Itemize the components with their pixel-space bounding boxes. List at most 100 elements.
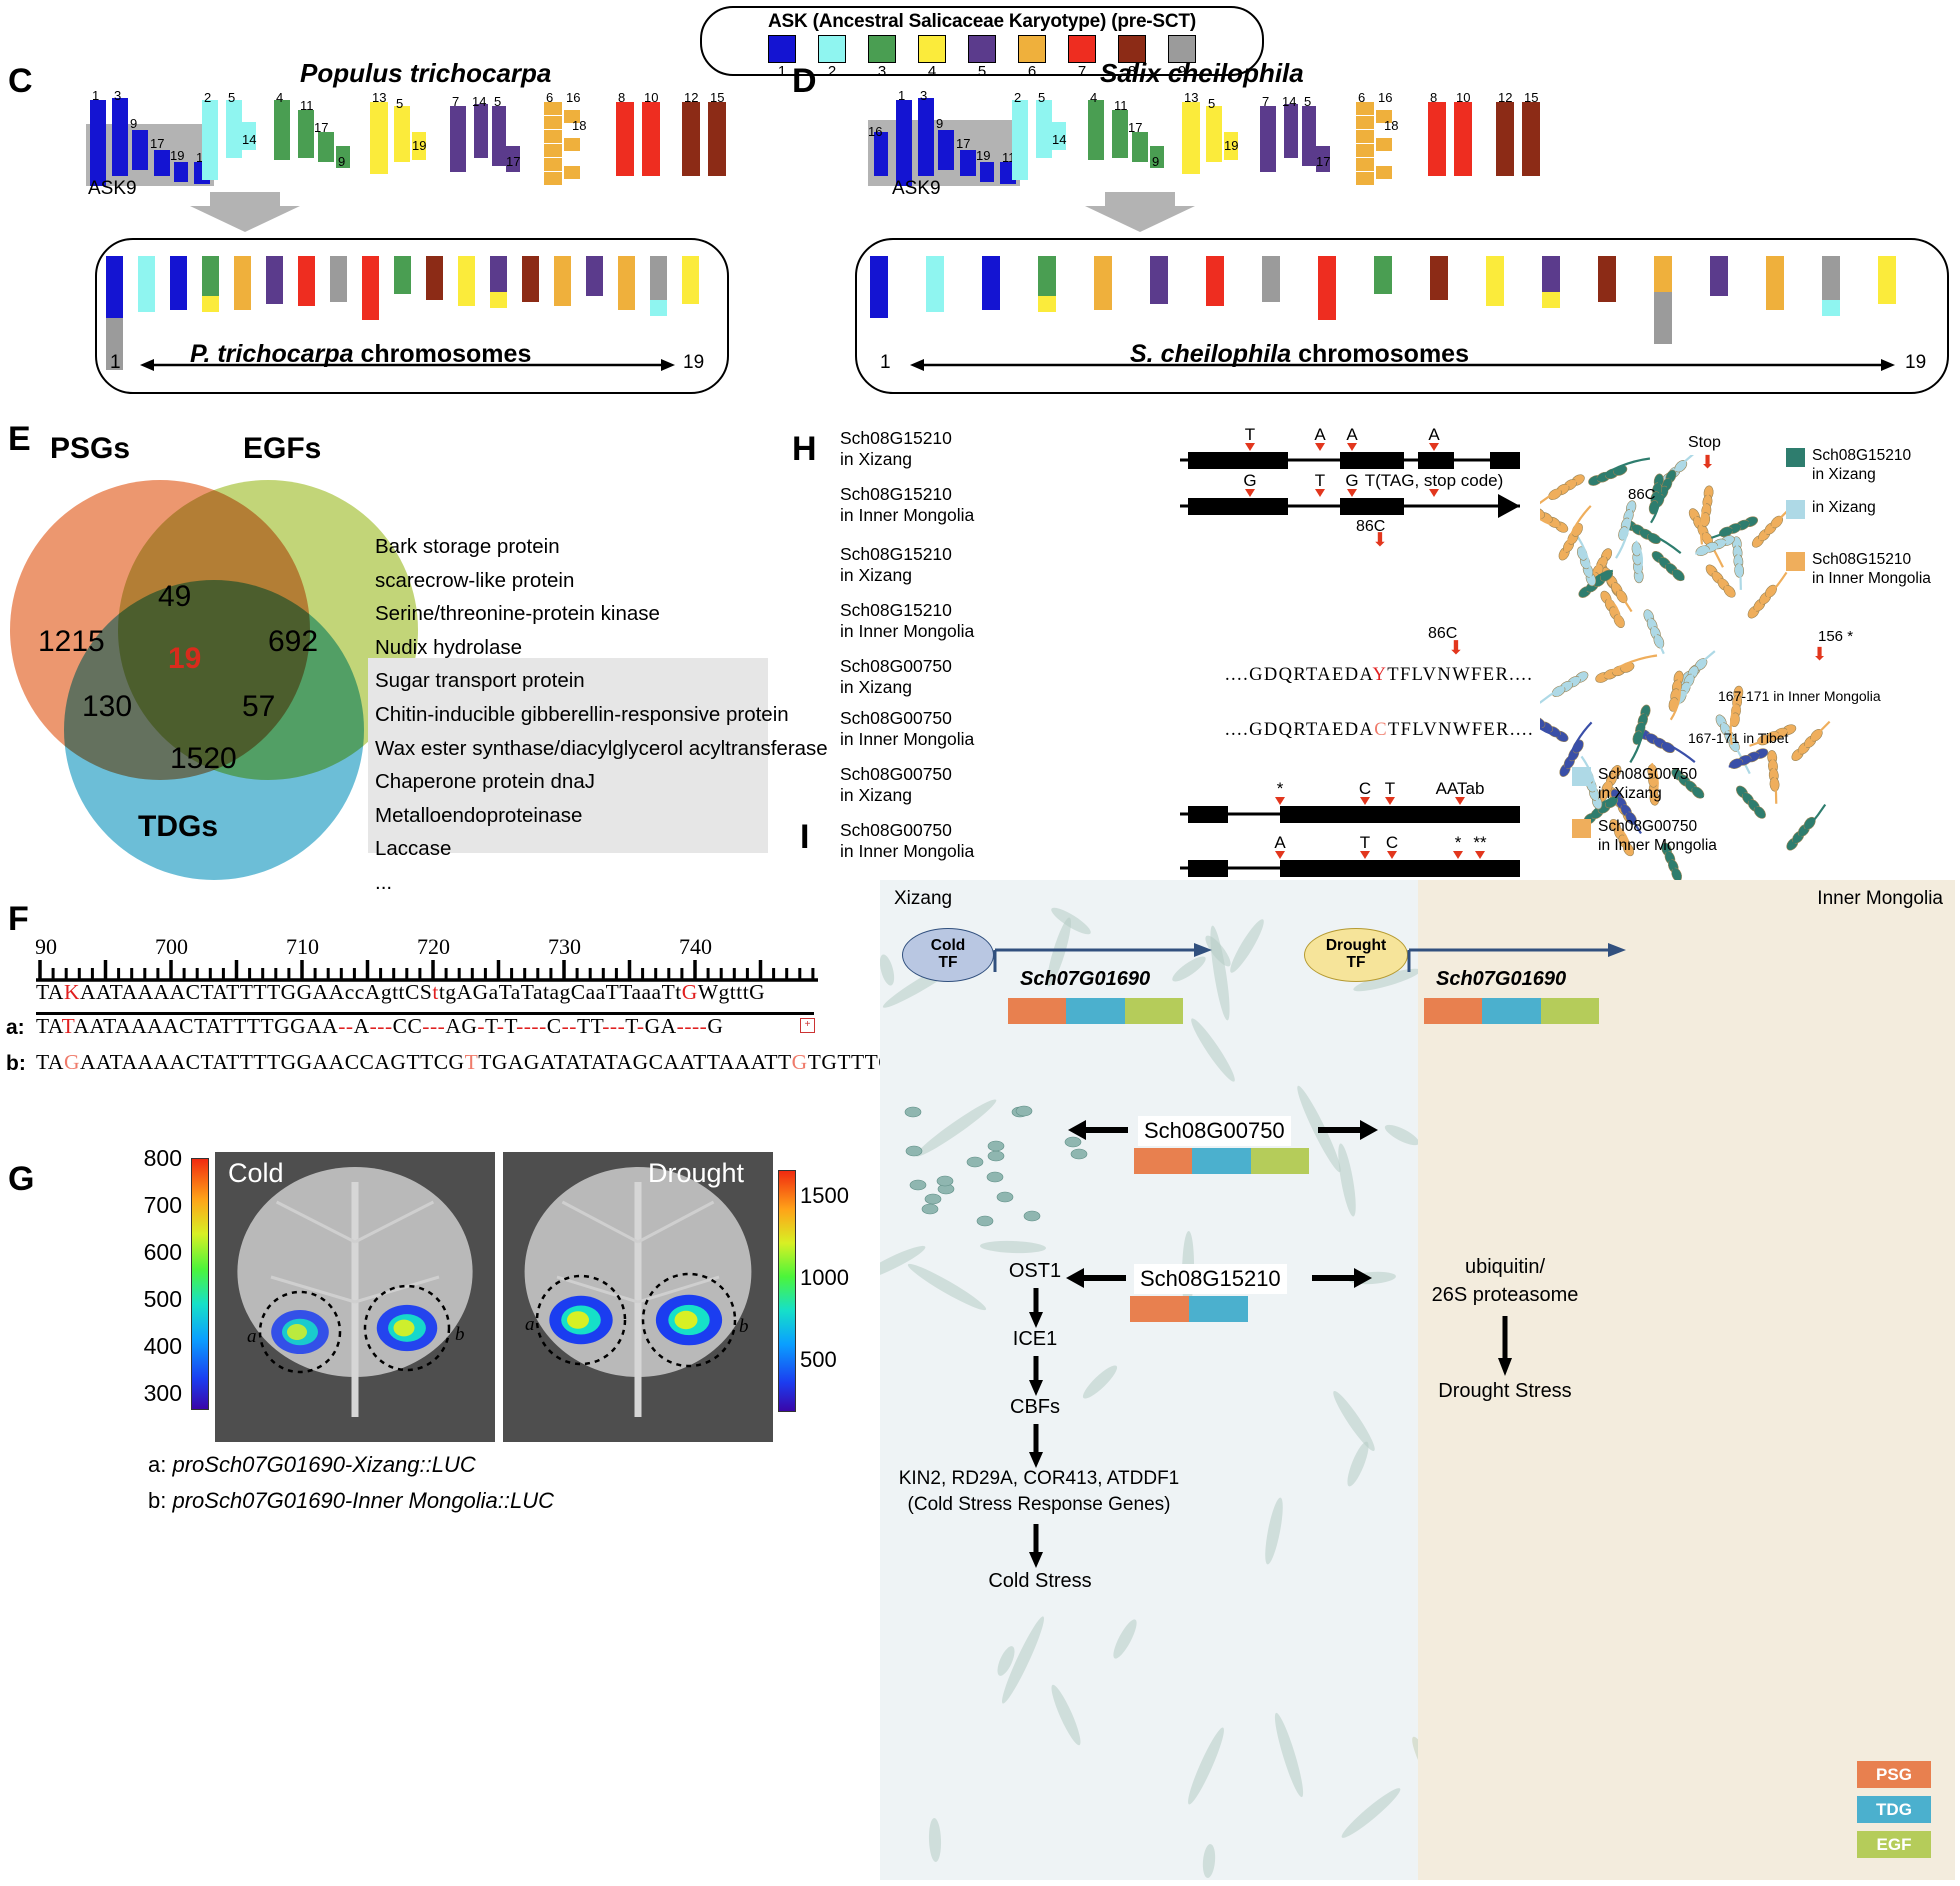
panel-letter-i: I <box>800 818 810 856</box>
modern-chromosome-10 <box>1374 256 1392 294</box>
venn-diagram: 1215 692 1520 49 130 57 19 <box>10 470 418 880</box>
chromosome-segment <box>1522 102 1540 176</box>
ask-legend: ASK (Ancestral Salicaceae Karyotype) (pr… <box>700 6 1264 80</box>
modern-chromosome-8 <box>330 256 347 302</box>
svg-text:740: 740 <box>679 934 712 959</box>
ask-swatch-label-7: 7 <box>1077 63 1087 80</box>
modern-chromosome-7 <box>298 256 315 306</box>
panel-d-ask9-label: ASK9 <box>892 178 941 199</box>
modern-chromosome-1 <box>870 256 888 318</box>
chromosome-segment <box>1376 110 1392 123</box>
chromosome-segment <box>1150 146 1164 168</box>
chromosome-number: 10 <box>644 90 659 105</box>
chromosome-segment <box>564 166 580 179</box>
modern-chromosome-4 <box>1038 256 1056 296</box>
chromosome-number: 14 <box>1052 132 1067 147</box>
panel-i-left-gene: Sch07G01690 <box>1020 968 1151 990</box>
panel-f-row-a-sequence: TATAATAAAACTATTTTGGAA--A---CC---AG-T-T--… <box>36 1014 724 1038</box>
chromosome-segment <box>1036 100 1052 158</box>
chromosome-number: 17 <box>1316 154 1331 169</box>
panel-d-axis-arrow <box>910 359 1895 371</box>
modern-chromosome-5 <box>1094 256 1112 310</box>
panel-h-gene-location: in Xizang <box>840 449 912 469</box>
venn-label-egfs: EGFs <box>243 432 322 465</box>
panel-letter-f: F <box>8 900 29 938</box>
svg-text:T: T <box>1360 836 1370 852</box>
panel-letter-e: E <box>8 420 31 458</box>
panel-h-86c-marker: 86C <box>1356 518 1386 535</box>
panel-i-pathway-arrow-3 <box>1029 1424 1043 1468</box>
venn-count-egfs-tdgs: 57 <box>242 690 276 723</box>
chromosome-number: 17 <box>506 154 521 169</box>
chromosome-number: 5 <box>1208 96 1216 111</box>
modern-chromosome-12 <box>1486 256 1504 306</box>
chromosome-number: 10 <box>1456 90 1471 105</box>
protein-list-item: Metalloendoproteinase <box>375 803 583 827</box>
panel-h-row-label: Sch08G15210 in Xizang <box>840 428 1060 470</box>
chromosome-segment <box>544 130 562 143</box>
panel-h-structure-86c-label: 86C <box>1628 486 1656 503</box>
chromosome-number: 3 <box>114 88 122 103</box>
legend-swatch <box>1786 552 1805 571</box>
panel-h-gene-location: in Inner Mongolia <box>840 505 975 525</box>
h-struct2-svg <box>1525 650 1831 888</box>
chromosome-segment <box>642 102 660 176</box>
ask-swatch-4 <box>918 35 946 63</box>
panel-f-expand-icon[interactable]: + <box>800 1018 815 1033</box>
legend-swatch <box>1786 448 1805 467</box>
ask-swatch-label-4: 4 <box>927 63 937 80</box>
svg-text:690: 690 <box>36 934 57 959</box>
venn-count-all-three: 19 <box>168 642 202 675</box>
structure-stop-arrow: ⬇ <box>1700 452 1716 472</box>
panel-g-left-colorbar <box>191 1158 209 1410</box>
venn-count-psgs-only: 1215 <box>38 625 105 658</box>
modern-chromosome-13 <box>1542 256 1560 292</box>
modern-chromosome-11 <box>1430 256 1448 300</box>
chromosome-segment <box>202 100 218 180</box>
panel-c-axis-end: 19 <box>683 352 705 373</box>
svg-text:A: A <box>1314 428 1326 444</box>
panel-h-gene-name: Sch08G00750 <box>840 656 952 676</box>
svg-text:720: 720 <box>417 934 450 959</box>
panel-i-legend-tdg: TDG <box>1857 1796 1931 1823</box>
legend-swatch <box>1786 500 1805 519</box>
chromosome-number: 6 <box>1358 90 1366 105</box>
chromosome-segment <box>318 132 334 162</box>
panel-h-structure-167im-label: 167-171 in Inner Mongolia <box>1718 688 1881 704</box>
panel-i-pathway-arrow-1 <box>1029 1288 1043 1328</box>
chromosome-segment <box>564 138 580 151</box>
chromosome-number: 16 <box>1378 90 1393 105</box>
protein-list: Bark storage protein scarecrow-like prote… <box>375 530 828 900</box>
colorbar-tick: 500 <box>143 1286 182 1312</box>
modern-chromosome-18 <box>650 256 667 300</box>
chromosome-segment <box>938 130 954 170</box>
chromosome-number: 12 <box>684 90 699 105</box>
svg-text:**: ** <box>1473 836 1487 852</box>
ask-swatch-label-8: 8 <box>1127 63 1137 80</box>
chromosome-number: 17 <box>314 120 329 135</box>
panel-letter-d: D <box>792 62 817 100</box>
modern-chromosome-10 <box>394 256 411 294</box>
chromosome-segment <box>874 132 888 176</box>
panel-i-mid-gene-top: Sch08G00750 <box>1138 1116 1291 1146</box>
chromosome-segment <box>154 150 170 176</box>
panel-h-row-label: Sch08G00750 in Inner Mongolia <box>840 820 1060 862</box>
chromosome-segment <box>1132 132 1148 162</box>
ask-swatch-label-9: 9 <box>1177 63 1187 80</box>
chromosome-segment <box>960 150 976 176</box>
ask-swatch-label-3: 3 <box>877 63 887 80</box>
panel-h-peptide1-arrow: ⬇ <box>1448 638 1464 659</box>
modern-chromosome-16 <box>1710 256 1728 296</box>
colorbar-tick: 1000 <box>800 1265 849 1290</box>
chromosome-number: 7 <box>1262 94 1270 109</box>
svg-text:730: 730 <box>548 934 581 959</box>
chromosome-segment <box>370 102 388 174</box>
panel-d-down-arrow <box>1085 192 1195 232</box>
chromosome-segment <box>298 110 314 158</box>
chromosome-segment <box>1654 292 1672 344</box>
svg-text:A: A <box>1274 836 1286 852</box>
chromosome-number: 8 <box>1430 90 1438 105</box>
chromosome-number: 7 <box>452 94 460 109</box>
chromosome-segment <box>1356 144 1374 157</box>
chromosome-segment <box>682 102 700 176</box>
